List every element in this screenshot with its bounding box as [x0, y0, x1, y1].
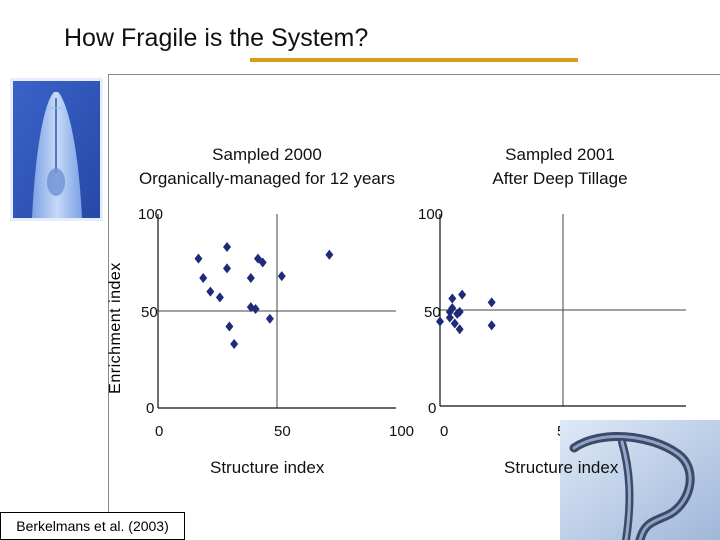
- left-x-tick-50: 50: [274, 423, 291, 440]
- left-data-point: [265, 313, 274, 324]
- left-chart-title-line1: Sampled 2000: [212, 145, 322, 164]
- right-x-tick-0: 0: [440, 423, 449, 440]
- title-underline: [250, 58, 578, 62]
- nematode-head-photo: [10, 78, 103, 221]
- left-y-tick-50: 50: [141, 304, 158, 321]
- left-y-tick-0: 0: [146, 400, 155, 417]
- right-data-point: [448, 303, 457, 314]
- right-data-point: [445, 312, 454, 323]
- left-data-point: [251, 304, 260, 315]
- right-chart-title: Sampled 2001 After Deep Tillage: [465, 143, 655, 191]
- right-data-point: [450, 318, 459, 329]
- left-data-point: [206, 286, 215, 297]
- right-data-point: [455, 324, 464, 335]
- left-data-point: [223, 263, 232, 274]
- left-data-point: [199, 273, 208, 284]
- slide-title: How Fragile is the System?: [64, 24, 369, 52]
- right-data-point: [455, 306, 464, 317]
- left-data-point: [225, 321, 234, 332]
- chart-frame: [108, 74, 720, 540]
- left-data-point: [223, 241, 232, 252]
- right-chart-title-line2: After Deep Tillage: [492, 169, 628, 188]
- right-y-tick-0: 0: [428, 400, 437, 417]
- left-data-point: [194, 253, 203, 264]
- right-data-point: [487, 320, 496, 331]
- left-chart-title-line2: Organically-managed for 12 years: [138, 169, 396, 188]
- right-data-point: [436, 316, 444, 327]
- left-x-axis-label: Structure index: [210, 458, 325, 477]
- left-data-point: [215, 292, 224, 303]
- left-data-point: [277, 271, 286, 282]
- left-x-tick-100: 100: [389, 423, 415, 440]
- right-y-tick-50: 50: [424, 304, 441, 321]
- right-data-point: [448, 293, 457, 304]
- left-data-point: [258, 257, 267, 268]
- left-data-point: [246, 273, 255, 284]
- left-y-tick-100: 100: [138, 206, 164, 223]
- left-x-tick-0: 0: [155, 423, 164, 440]
- right-data-point: [487, 297, 496, 308]
- left-chart-title: Sampled 2000 Organically-managed for 12 …: [112, 143, 422, 191]
- right-data-point: [458, 289, 467, 300]
- right-x-axis-label: Structure index: [504, 458, 619, 477]
- citation-box: Berkelmans et al. (2003): [0, 512, 185, 540]
- right-chart-title-line1: Sampled 2001: [505, 145, 615, 164]
- left-data-point: [230, 338, 239, 349]
- left-data-point: [325, 249, 334, 260]
- coiled-nematode-photo: [560, 420, 720, 540]
- right-y-tick-100: 100: [418, 206, 444, 223]
